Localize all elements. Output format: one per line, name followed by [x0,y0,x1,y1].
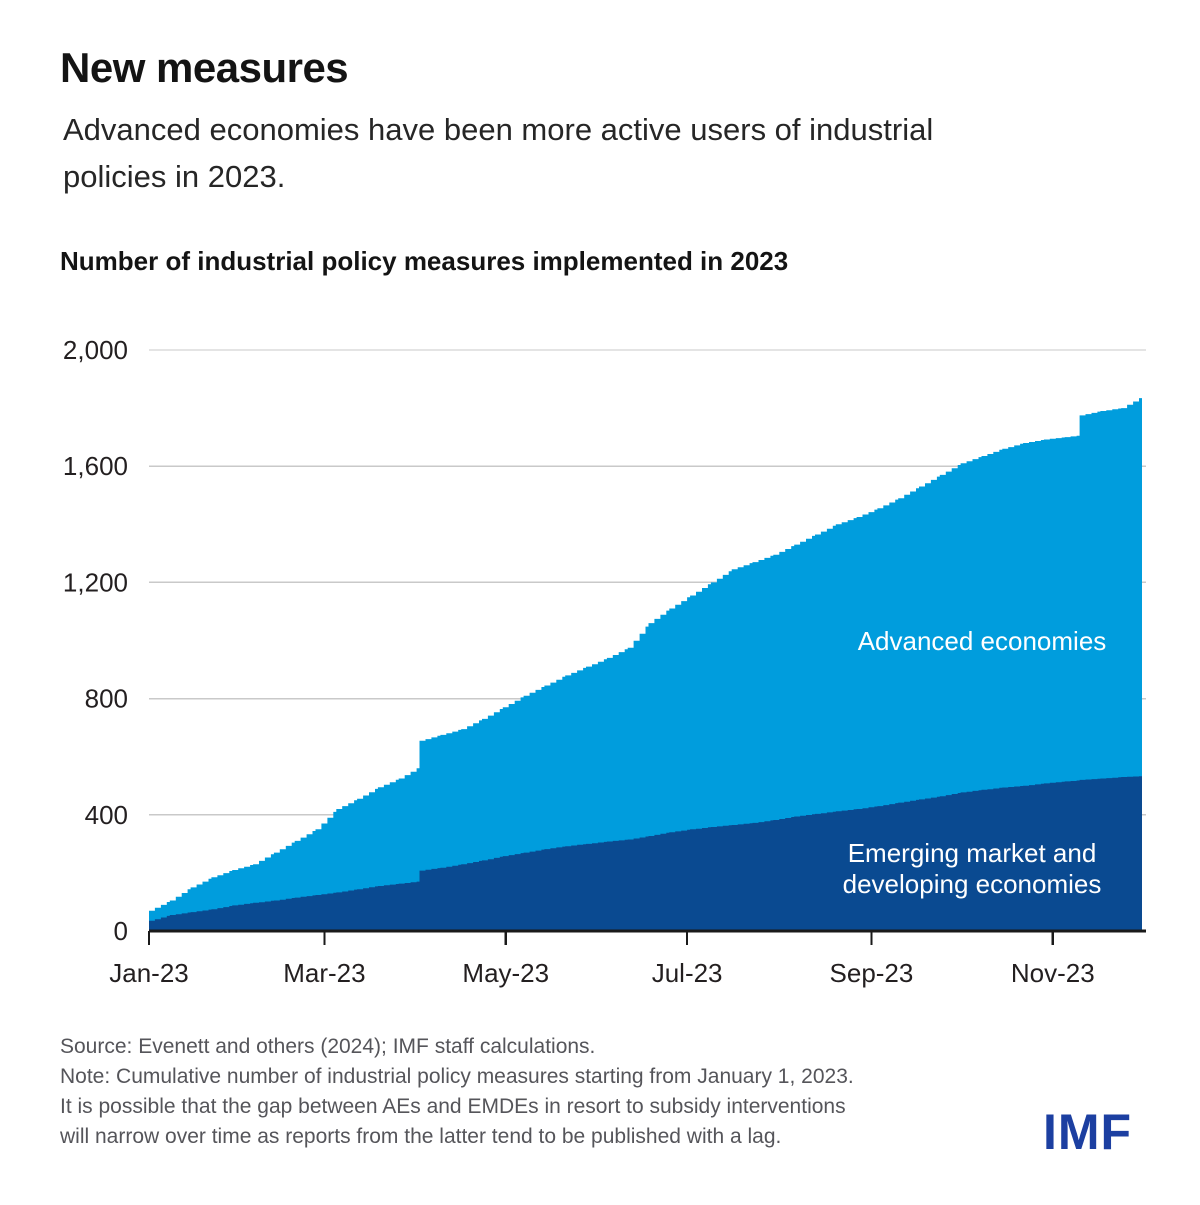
x-tick-label: May-23 [462,958,549,988]
y-tick-label: 800 [85,684,128,714]
area-advanced-economies [149,396,1142,931]
note-line-1: Note: Cumulative number of industrial po… [60,1065,854,1088]
x-tick-label: Sep-23 [830,958,914,988]
chart-title: Number of industrial policy measures imp… [60,246,789,276]
subtitle-line-1: Advanced economies have been more active… [63,112,934,147]
series-label: developing economies [843,869,1102,899]
page-subtitle: Advanced economies have been more active… [63,106,1153,200]
footer-notes: Source: Evenett and others (2024); IMF s… [60,1032,854,1152]
note-line-3: will narrow over time as reports from th… [60,1125,782,1148]
y-tick-label: 1,600 [63,451,128,481]
y-tick-label: 2,000 [63,335,128,365]
x-tick-label: Nov-23 [1011,958,1095,988]
subtitle-line-2: policies in 2023. [63,159,286,194]
series-label: Emerging market and [848,838,1097,868]
x-tick-label: Jul-23 [652,958,723,988]
x-tick-label: Jan-23 [109,958,189,988]
imf-logo: IMF [1043,1104,1133,1160]
x-tick-label: Mar-23 [283,958,365,988]
page-title: New measures [60,44,349,91]
note-line-2: It is possible that the gap between AEs … [60,1095,846,1118]
y-tick-label: 400 [85,800,128,830]
y-tick-label: 1,200 [63,567,128,597]
y-tick-label: 0 [114,916,128,946]
area-emerging-market-economies [149,776,1142,931]
source-line: Source: Evenett and others (2024); IMF s… [60,1035,596,1058]
series-label: Advanced economies [858,626,1107,656]
